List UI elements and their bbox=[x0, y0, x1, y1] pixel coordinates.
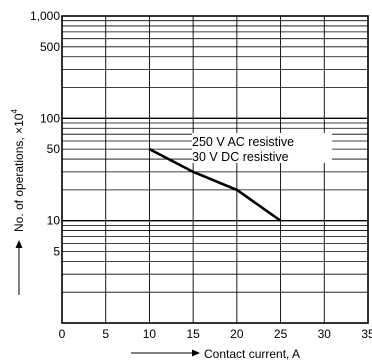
legend-label-ac: 250 V AC resistive bbox=[192, 135, 294, 149]
plot-frame bbox=[61, 15, 369, 324]
y-tick-label: 100 bbox=[40, 111, 60, 125]
x-tick-label: 25 bbox=[274, 327, 288, 341]
x-axis-arrowhead bbox=[192, 349, 200, 357]
legend: 250 V AC resistive 30 V DC resistive bbox=[192, 133, 332, 164]
x-tick-label: 10 bbox=[143, 327, 157, 341]
legend-label-dc: 30 V DC resistive bbox=[192, 150, 289, 164]
y-axis-arrowhead bbox=[15, 240, 23, 248]
y-tick-labels: 5 10 50 100 500 1,000 bbox=[30, 9, 60, 258]
y-axis-title: No. of operations, ×104 bbox=[10, 109, 26, 232]
y-tick-label: 10 bbox=[47, 214, 61, 228]
legend-box bbox=[192, 133, 332, 163]
grid bbox=[62, 16, 368, 323]
x-axis-title-group: Contact current, A bbox=[131, 347, 300, 361]
y-tick-label: 50 bbox=[47, 142, 61, 156]
series-layer bbox=[148, 147, 282, 222]
y-axis-title-group: No. of operations, ×104 bbox=[10, 109, 26, 295]
x-tick-label: 15 bbox=[186, 327, 200, 341]
x-tick-labels: 0 5 10 15 20 25 30 35 bbox=[59, 327, 372, 341]
x-tick-label: 30 bbox=[318, 327, 332, 341]
series-line bbox=[148, 147, 282, 222]
y-tick-label: 500 bbox=[40, 40, 60, 54]
y-axis-title-exponent: 4 bbox=[10, 109, 19, 114]
y-axis-title-text: No. of operations, ×10 bbox=[12, 113, 26, 232]
x-tick-label: 5 bbox=[102, 327, 109, 341]
y-tick-label: 5 bbox=[53, 244, 60, 258]
x-tick-label: 35 bbox=[361, 327, 372, 341]
x-tick-label: 20 bbox=[230, 327, 244, 341]
x-axis-title: Contact current, A bbox=[204, 347, 300, 361]
x-tick-label: 0 bbox=[59, 327, 66, 341]
y-tick-label: 1,000 bbox=[30, 9, 60, 23]
